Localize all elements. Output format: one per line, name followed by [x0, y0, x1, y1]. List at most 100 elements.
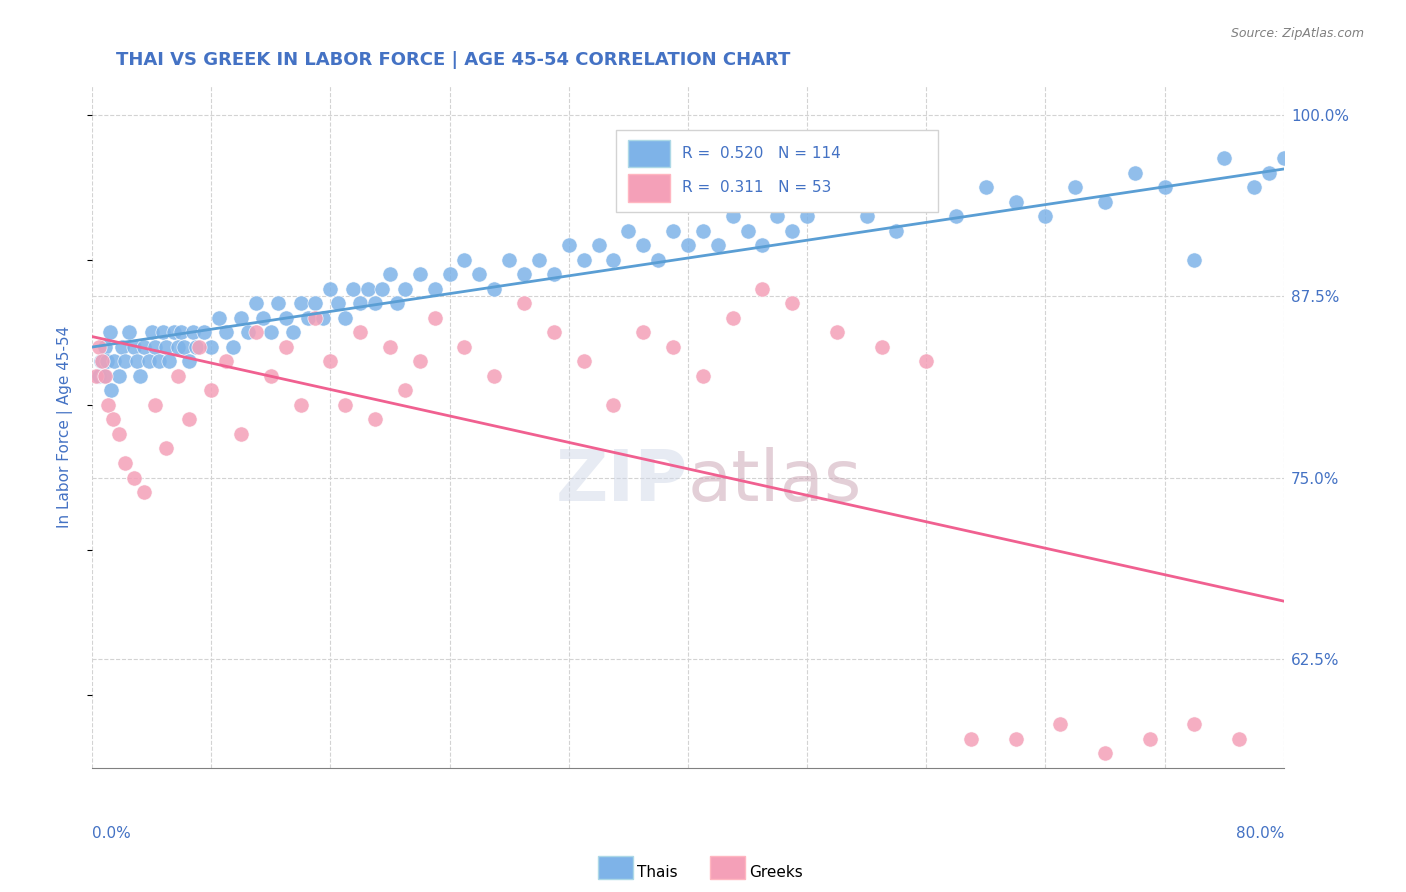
Point: [181, 326, 204, 340]
Point: [114, 456, 136, 470]
Point: [342, 282, 364, 296]
Point: [141, 326, 163, 340]
Text: R =  0.311   N = 53: R = 0.311 N = 53: [682, 180, 831, 195]
Point: [319, 282, 342, 296]
Point: [409, 267, 432, 281]
Point: [155, 340, 177, 354]
Point: [647, 252, 669, 267]
Point: [200, 384, 222, 398]
Point: [543, 326, 565, 340]
Point: [796, 209, 818, 223]
Point: [825, 194, 848, 209]
Point: [290, 398, 312, 412]
Point: [86, 368, 108, 383]
Text: 80.0%: 80.0%: [1236, 826, 1284, 841]
Point: [238, 326, 260, 340]
Point: [186, 340, 208, 354]
Point: [825, 326, 848, 340]
Point: [1227, 731, 1250, 746]
Point: [101, 412, 124, 426]
Point: [245, 326, 267, 340]
Point: [148, 354, 170, 368]
Point: [721, 310, 744, 325]
Point: [751, 282, 773, 296]
Point: [423, 282, 446, 296]
Point: [1288, 180, 1310, 194]
Text: Greeks: Greeks: [749, 865, 803, 880]
Point: [260, 326, 283, 340]
Point: [157, 354, 180, 368]
Point: [602, 398, 624, 412]
Bar: [616, 130, 938, 211]
Point: [766, 209, 789, 223]
Point: [193, 326, 215, 340]
Point: [107, 426, 129, 441]
Point: [780, 296, 803, 310]
Point: [721, 209, 744, 223]
Point: [188, 340, 211, 354]
Point: [1213, 151, 1236, 165]
Point: [378, 340, 401, 354]
Point: [118, 326, 141, 340]
Point: [484, 282, 506, 296]
Point: [662, 340, 685, 354]
Point: [97, 398, 120, 412]
Point: [290, 296, 312, 310]
Point: [143, 398, 166, 412]
Point: [1139, 731, 1161, 746]
Point: [692, 224, 714, 238]
Point: [128, 368, 150, 383]
Point: [1258, 166, 1281, 180]
Point: [326, 296, 349, 310]
Point: [122, 340, 145, 354]
Point: [1049, 717, 1071, 731]
Point: [409, 354, 432, 368]
Point: [132, 340, 155, 354]
Point: [207, 310, 229, 325]
Point: [1123, 166, 1146, 180]
Point: [572, 252, 595, 267]
Point: [356, 282, 378, 296]
Point: [498, 252, 520, 267]
Point: [706, 238, 728, 252]
Point: [89, 368, 111, 383]
Point: [484, 368, 506, 383]
Point: [453, 340, 475, 354]
Point: [1184, 717, 1206, 731]
Point: [364, 412, 387, 426]
Point: [98, 326, 121, 340]
Point: [662, 224, 685, 238]
Point: [155, 442, 177, 456]
Point: [297, 310, 319, 325]
Point: [423, 310, 446, 325]
Point: [100, 384, 122, 398]
Point: [394, 282, 416, 296]
Point: [364, 296, 387, 310]
Text: atlas: atlas: [688, 447, 862, 516]
Point: [1184, 252, 1206, 267]
Point: [90, 354, 112, 368]
Point: [453, 252, 475, 267]
Point: [274, 340, 297, 354]
Point: [245, 296, 267, 310]
Point: [335, 310, 357, 325]
Point: [543, 267, 565, 281]
Point: [1302, 194, 1324, 209]
Point: [886, 224, 908, 238]
Point: [167, 340, 190, 354]
Point: [94, 368, 117, 383]
Point: [1376, 151, 1399, 165]
Point: [173, 340, 195, 354]
Point: [588, 238, 610, 252]
Point: [222, 340, 245, 354]
Point: [122, 470, 145, 484]
Point: [513, 267, 536, 281]
Point: [1392, 166, 1406, 180]
Text: Thais: Thais: [637, 865, 678, 880]
Bar: [628, 140, 671, 168]
Point: [274, 310, 297, 325]
Point: [96, 354, 118, 368]
Text: Source: ZipAtlas.com: Source: ZipAtlas.com: [1230, 27, 1364, 40]
Point: [527, 252, 550, 267]
Point: [439, 267, 461, 281]
